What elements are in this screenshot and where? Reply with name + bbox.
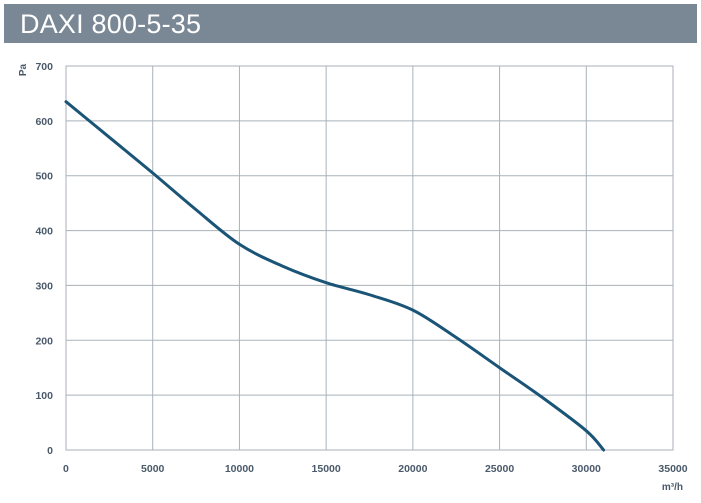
y-tick-label: 700 — [35, 61, 53, 73]
series-group — [64, 100, 606, 452]
y-axis-ticks: 0 100 200 300 400 500 600 700 — [35, 61, 53, 457]
x-tick-label: 5000 — [141, 463, 165, 475]
x-tick-label: 20000 — [398, 463, 427, 475]
plot-border — [65, 65, 674, 451]
x-tick-label: 35000 — [658, 463, 687, 475]
y-tick-label: 0 — [47, 445, 53, 457]
grid — [65, 65, 674, 451]
title-bar: DAXI 800-5-35 — [4, 4, 697, 43]
x-tick-label: 10000 — [225, 463, 254, 475]
y-tick-label: 300 — [35, 280, 53, 292]
x-tick-label: 30000 — [572, 463, 601, 475]
y-tick-label: 100 — [35, 390, 53, 402]
y-tick-label: 500 — [35, 171, 53, 183]
y-tick-label: 200 — [35, 335, 53, 347]
x-tick-label: 25000 — [485, 463, 514, 475]
x-axis-ticks: 0 5000 10000 15000 20000 25000 30000 35000 — [63, 463, 688, 475]
y-tick-label: 600 — [35, 116, 53, 128]
x-tick-label: 0 — [63, 463, 69, 475]
x-axis-label: m³/h — [662, 482, 683, 493]
fan-curve-line — [64, 100, 606, 452]
x-tick-label: 15000 — [312, 463, 341, 475]
y-axis-label: Pa — [18, 63, 29, 76]
chart-title: DAXI 800-5-35 — [20, 9, 202, 39]
y-tick-label: 400 — [35, 226, 53, 238]
